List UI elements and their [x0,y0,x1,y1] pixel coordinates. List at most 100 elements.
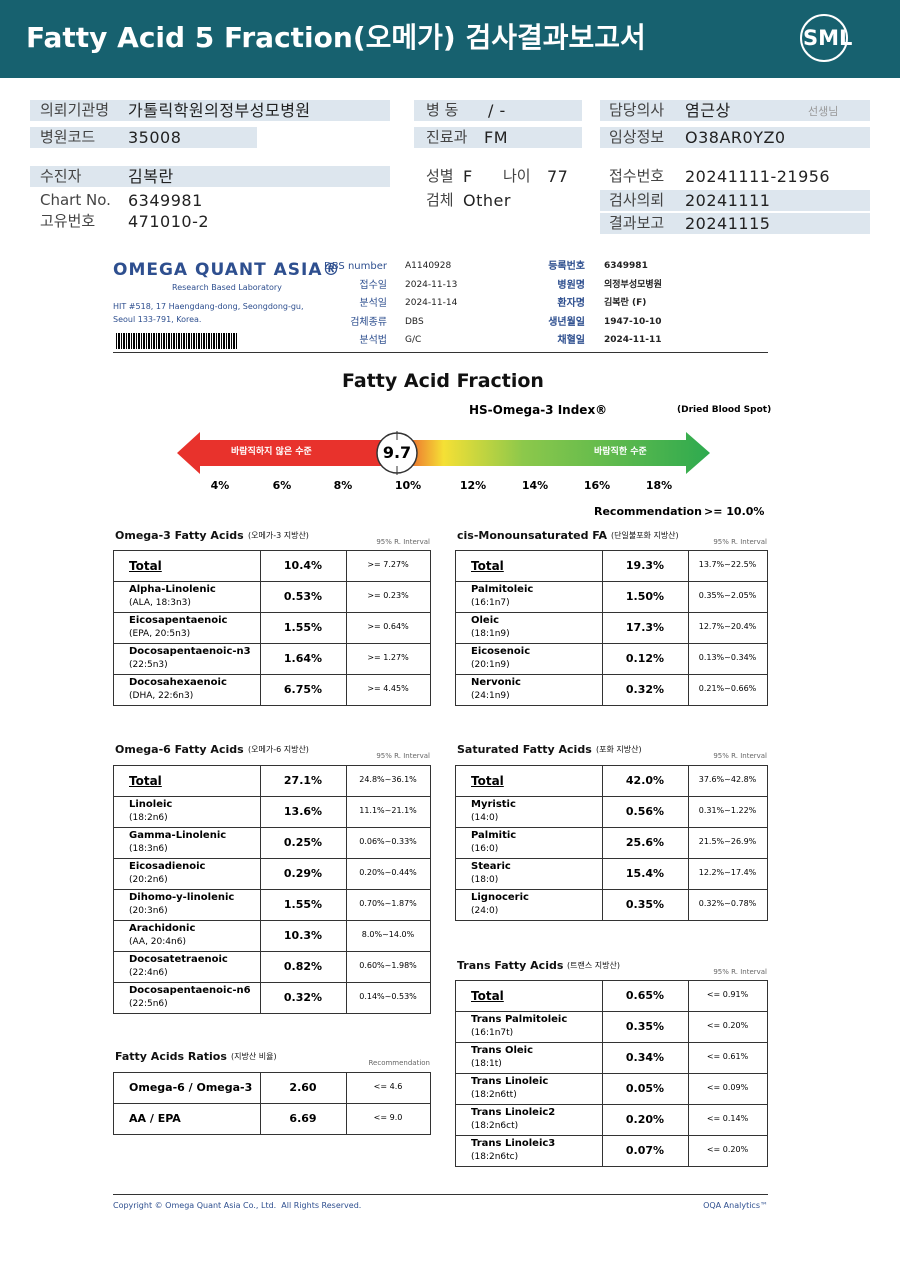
row-detail: (18:0) [471,875,499,885]
lab-field-value: 2024-11-13 [405,279,458,290]
interval-label: 95% R. Interval [713,752,767,760]
row-value: 1.55% [283,898,323,911]
lab-field-label: 병원명 [557,279,585,291]
table-subtitle: (오메가-6 지방산) [248,745,309,754]
field-shade [414,100,582,121]
field-shade [600,127,870,148]
row-range: <= 0.20% [706,1021,749,1030]
lab-field-value: 2024-11-14 [405,298,458,308]
row-name: Lignoceric [471,892,529,903]
row-range: 0.60%~1.98% [359,961,417,970]
field-value: FM [484,128,509,147]
row-value: 2.60 [289,1081,317,1094]
interval-label: 95% R. Interval [713,538,767,546]
row-range: 0.13%~0.34% [698,653,757,662]
row-detail: (20:2n6) [129,875,168,885]
lab-field-value: DBS [405,316,424,327]
row-value: 0.12% [625,652,665,665]
scale-label: 16% [583,479,611,492]
field-label: 임상정보 [609,128,665,146]
table-cell [688,674,768,706]
field-value: 471010-2 [128,212,210,231]
row-detail: (18:2n6tt) [471,1090,517,1100]
field-label: 병 동 [426,101,459,119]
field-label: 의뢰기관명 [40,101,110,119]
row-name: Palmitoleic [471,584,534,595]
header-bar [0,0,900,78]
row-detail: (20:3n6) [129,906,168,916]
lab-field-label: 생년월일 [548,316,585,328]
row-name: Trans Linoleic2 [471,1107,556,1118]
row-detail: (18:2n6) [129,813,168,823]
index-name: HS-Omega-3 Index® [469,403,608,417]
lab-field-label: 분석일 [359,298,387,309]
index-bar [177,431,710,475]
row-name: Total [471,774,504,788]
lab-field-label: DBS number [324,261,387,272]
lab-field-value: G/C [405,335,422,345]
row-value: 1.50% [625,590,665,603]
interval-label: 95% R. Interval [713,968,767,976]
row-name: Nervonic [471,677,521,688]
field-label: 결과보고 [609,214,665,232]
table-title: Fatty Acids Ratios [115,1050,227,1063]
row-value: 0.34% [625,1051,665,1064]
lab-field-label: 환자명 [557,298,585,309]
row-value: 0.25% [283,836,323,849]
row-value: 0.82% [283,960,323,973]
row-name: Oleic [471,615,500,626]
row-name: Gamma-Linolenic [129,830,227,841]
field-label: 수진자 [40,167,82,185]
table-subtitle: (오메가-3 지방산) [248,531,309,540]
scale-label: 18% [645,479,673,492]
barcode [116,333,238,349]
row-range: 37.6%~42.8% [698,775,757,784]
field-label: 나이 [503,167,531,185]
lab-address: Seoul 133-791, Korea. [113,315,202,324]
table-title: Omega-6 Fatty Acids [115,743,244,756]
row-name: Eicosadienoic [129,861,206,872]
table-title: Omega-3 Fatty Acids [115,529,244,542]
row-range: 8.0%~14.0% [361,930,415,939]
row-value: 10.3% [283,929,323,942]
index-low: 바람직하지 않은 수준 [231,447,312,457]
field-label: 진료과 [426,128,468,146]
lab-name: OMEGA QUANT ASIA® [113,260,341,280]
row-detail: (20:1n9) [471,660,510,670]
row-name: Dihomo-y-linolenic [129,892,235,903]
row-name: Total [471,559,504,573]
row-range: 21.5%~26.9% [698,837,757,846]
row-detail: (ALA, 18:3n3) [129,598,191,608]
row-detail: (24:0) [471,906,499,916]
row-detail: (22:4n6) [129,968,168,978]
row-value: 25.6% [625,836,665,849]
row-value: 0.35% [625,898,665,911]
field-value: F [463,167,473,186]
row-value: 0.29% [283,867,323,880]
row-detail: (DHA, 22:6n3) [129,691,194,701]
interval-label: Recommendation [368,1059,430,1067]
table-cell [688,889,768,921]
row-detail: (22:5n6) [129,999,168,1009]
row-value: 1.55% [283,621,323,634]
row-detail: (16:1n7) [471,598,510,608]
row-name: Docosapentaenoic-n6 [129,985,251,996]
row-range: 0.35%~2.05% [698,591,757,600]
lab-field-value: 2024-11-11 [604,335,662,345]
row-name: Docosahexaenoic [129,677,227,688]
row-range: 0.20%~0.44% [359,868,417,877]
row-value: 42.0% [625,774,665,787]
field-label: 성별 [426,167,454,185]
index-value: 9.7 [382,443,412,462]
row-name: Myristic [471,799,516,810]
row-name: Docosapentaenoic-n3 [129,646,251,657]
row-detail: (18:1t) [471,1059,502,1069]
field-value: 20241111-21956 [685,167,831,186]
row-detail: (AA, 20:4n6) [129,937,186,947]
row-value: 0.32% [625,683,665,696]
field-value: 20241111 [685,191,771,210]
row-detail: (18:1n9) [471,629,510,639]
row-detail: (16:0) [471,844,499,854]
row-value: 27.1% [283,774,323,787]
